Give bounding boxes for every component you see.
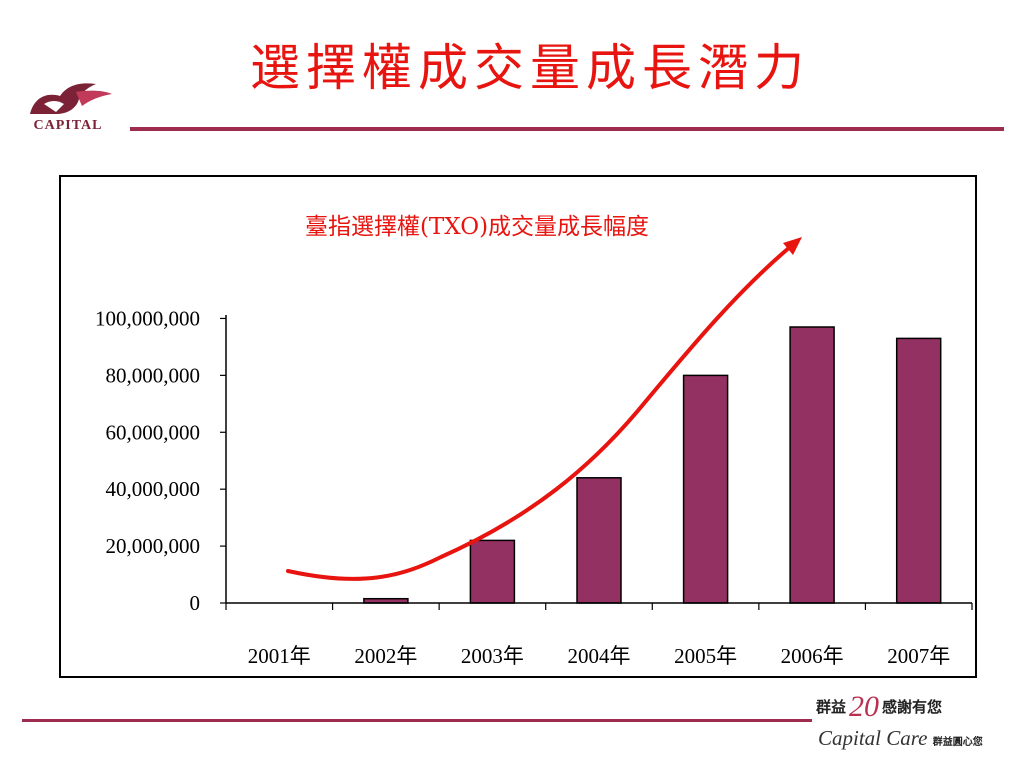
footer-slogan: Capital Care 群益圓心您 — [818, 726, 1013, 751]
y-tick-label: 80,000,000 — [106, 363, 201, 387]
header-rule — [130, 127, 1004, 131]
footer-branding: 群益 20 感謝有您 Capital Care 群益圓心您 — [812, 688, 1012, 758]
y-tick-label: 20,000,000 — [106, 534, 201, 558]
brand-left: 群益 — [816, 698, 847, 716]
footer-rule — [22, 719, 812, 722]
bar-2006年 — [789, 326, 835, 604]
arrowhead-icon — [783, 237, 802, 255]
x-tick-label: 2001年 — [248, 644, 311, 668]
capital-logo: CAPITAL — [16, 78, 120, 136]
bar-2003年 — [469, 539, 516, 604]
slogan-text: Capital Care — [818, 726, 928, 750]
brand-number: 20 — [849, 690, 880, 723]
y-tick-label: 40,000,000 — [106, 477, 201, 501]
slide-title: 選擇權成交量成長潛力 — [250, 39, 810, 97]
slogan-tag: 群益圓心您 — [932, 737, 983, 748]
x-tick-label: 2003年 — [461, 644, 524, 668]
chart-title: 臺指選擇權(TXO)成交量成長幅度 — [305, 214, 649, 240]
y-tick-label: 0 — [190, 591, 201, 615]
x-tick-label: 2006年 — [781, 644, 844, 668]
chart-frame: 臺指選擇權(TXO)成交量成長幅度 0 20,000,000 40,000,000 6… — [59, 175, 977, 678]
x-tick-label: 2007年 — [887, 644, 950, 668]
logo-text: CAPITAL — [33, 118, 103, 133]
bar-2005年 — [682, 374, 729, 604]
x-tick-label: 2004年 — [568, 644, 631, 668]
bar-chart: 臺指選擇權(TXO)成交量成長幅度 0 20,000,000 40,000,000 6… — [95, 214, 973, 668]
brand-right: 感謝有您 — [882, 698, 943, 716]
trend-arrow — [286, 237, 802, 581]
x-tick-label: 2005年 — [674, 644, 737, 668]
x-tick-label: 2002年 — [354, 644, 417, 668]
trend-curve — [286, 240, 798, 581]
eagle-icon — [30, 83, 112, 114]
footer-anniversary: 群益 20 感謝有您 — [816, 690, 1011, 724]
bar-2004年 — [576, 477, 622, 604]
bar-2007年 — [895, 337, 942, 604]
y-tick-label: 60,000,000 — [106, 420, 201, 444]
y-tick-label: 100,000,000 — [95, 307, 200, 331]
